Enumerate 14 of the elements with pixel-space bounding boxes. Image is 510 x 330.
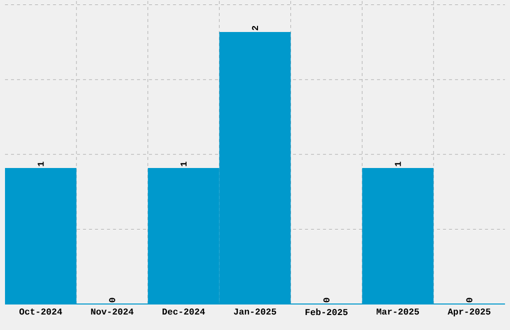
x-tick-label: Nov-2024 — [91, 308, 134, 315]
data-label: 1 — [394, 162, 401, 166]
data-label: 1 — [180, 162, 187, 166]
data-label: 1 — [38, 162, 44, 166]
data-label: 0 — [109, 298, 116, 302]
data-label: 0 — [323, 298, 330, 302]
x-tick-label: Oct-2024 — [19, 308, 62, 315]
x-tick-label: Feb-2025 — [306, 308, 348, 316]
x-tick-label: Mar-2025 — [376, 308, 419, 315]
x-tick-label: Jan-2025 — [234, 308, 276, 315]
x-tick-label: Apr-2025 — [448, 308, 490, 316]
x-tick-label: Dec-2024 — [162, 308, 205, 315]
data-label: 2 — [252, 26, 258, 30]
data-label: 0 — [466, 298, 472, 302]
